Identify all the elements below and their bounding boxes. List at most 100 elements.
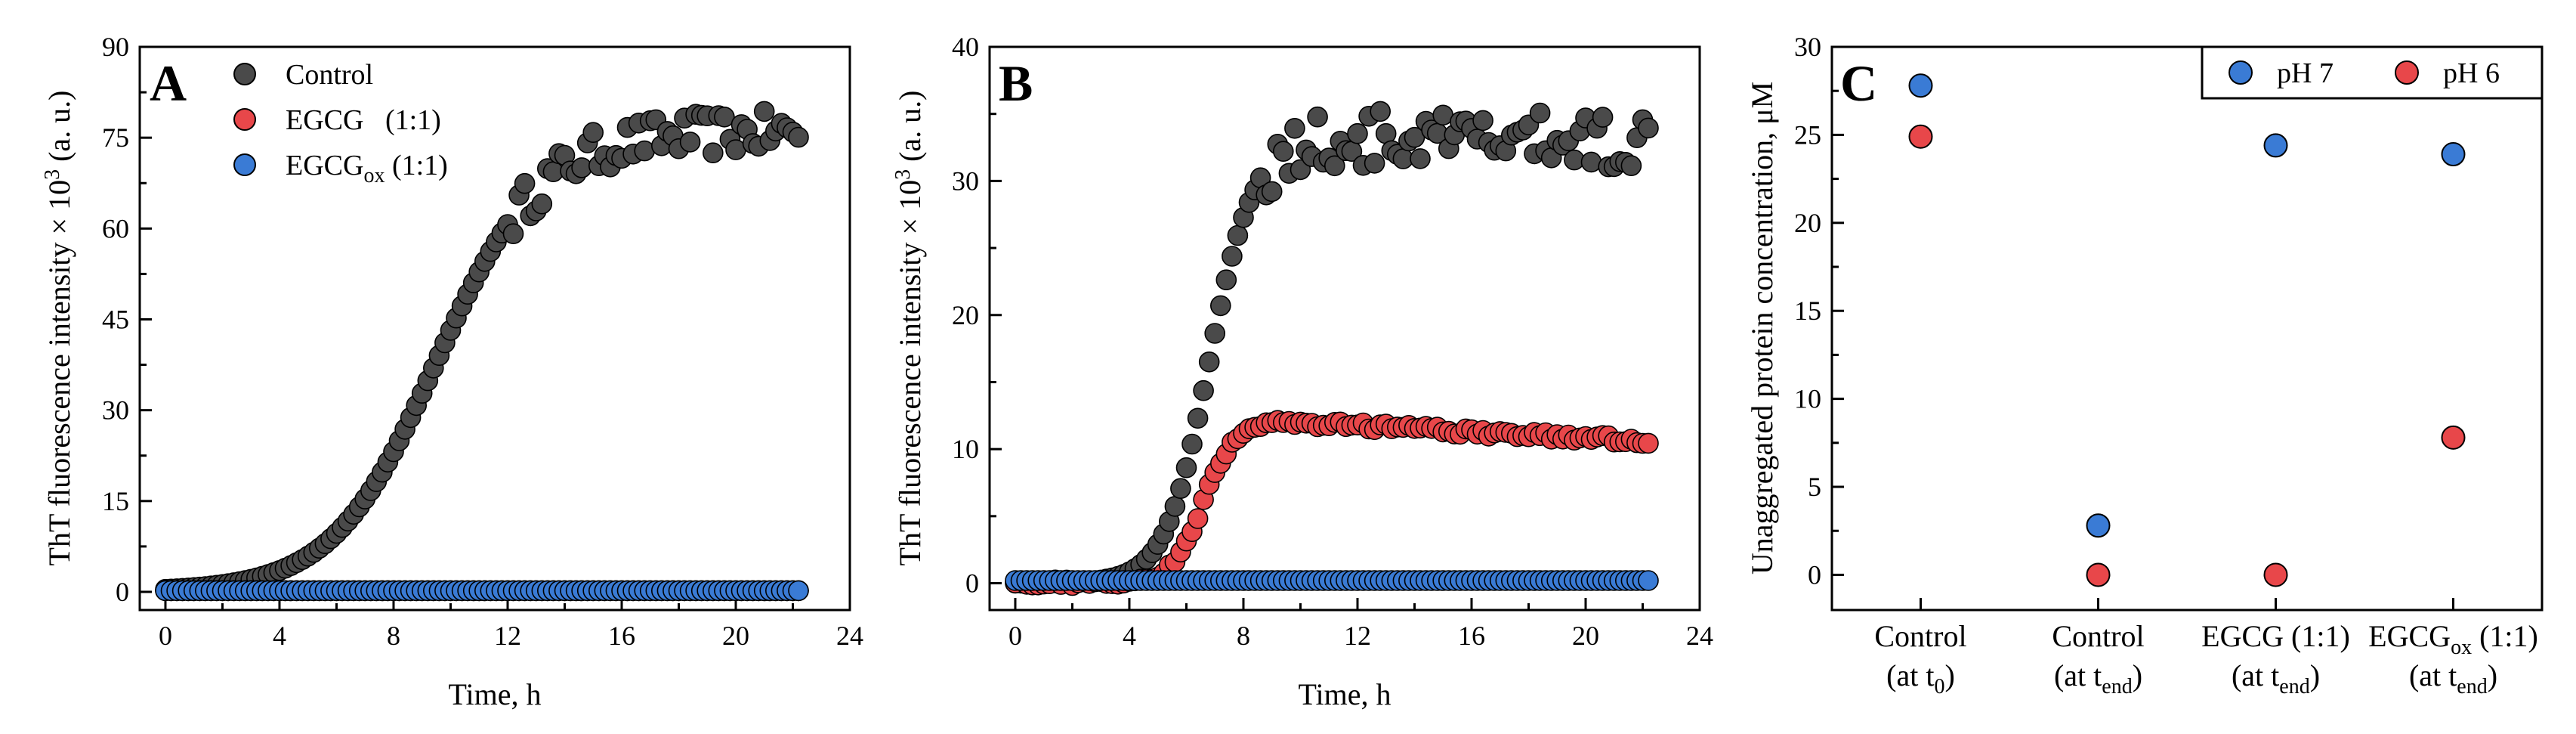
data-point bbox=[788, 580, 809, 602]
data-point bbox=[1324, 155, 1345, 177]
data-point bbox=[2086, 562, 2111, 587]
data-point bbox=[531, 193, 553, 215]
data-point bbox=[2263, 133, 2288, 158]
panel-a-letter: A bbox=[150, 54, 187, 112]
panel-c: C 0 5 10 15 20 25 30 Control (at t0) Control (at … bbox=[1745, 32, 2544, 698]
x-tick-label: 20 bbox=[1572, 621, 1599, 651]
panel-a-plot-frame bbox=[138, 45, 851, 612]
legend-marker-ph7 bbox=[2229, 60, 2253, 85]
y-tick-label: 25 bbox=[1794, 119, 1821, 150]
data-point bbox=[1284, 118, 1305, 139]
legend-marker-egcg-ox bbox=[233, 153, 256, 176]
data-point bbox=[2263, 562, 2288, 587]
legend-marker-ph6 bbox=[2395, 60, 2419, 85]
x-tick-label: 8 bbox=[1237, 621, 1250, 651]
data-point bbox=[514, 172, 536, 194]
panel-a-points bbox=[155, 101, 809, 602]
data-point bbox=[1580, 151, 1602, 173]
y-tick-label: 90 bbox=[102, 32, 129, 62]
x-tick-label: 16 bbox=[608, 621, 635, 651]
panel-a: A 0 4 8 12 16 20 24 0 15 30 45 60 75 90 ThT fluoresce… bbox=[41, 32, 863, 711]
data-point bbox=[1638, 432, 1659, 454]
category-label-line1: Control bbox=[1874, 619, 1966, 653]
data-point bbox=[1273, 141, 1294, 162]
panel-b: B 0 4 8 12 16 20 24 0 10 20 30 40 ThT fluorescence … bbox=[891, 32, 1713, 711]
y-tick-label: 20 bbox=[952, 300, 979, 330]
data-point bbox=[1529, 102, 1551, 124]
data-point bbox=[1215, 269, 1237, 291]
data-point bbox=[1164, 496, 1186, 517]
panel-a-ticks: 0 4 8 12 16 20 24 0 15 30 45 60 75 90 bbox=[102, 32, 863, 651]
y-tick-label: 20 bbox=[1794, 208, 1821, 238]
data-point bbox=[1620, 155, 1642, 176]
x-tick-label: 0 bbox=[1008, 621, 1022, 651]
data-point bbox=[1222, 246, 1243, 267]
legend-box bbox=[2201, 45, 2544, 100]
data-point bbox=[582, 122, 604, 143]
data-point bbox=[1198, 351, 1220, 373]
data-point bbox=[1170, 478, 1191, 500]
data-point bbox=[1908, 124, 1933, 149]
data-point bbox=[1227, 225, 1249, 246]
data-point bbox=[1261, 181, 1283, 203]
x-tick-label: 4 bbox=[1123, 621, 1136, 651]
x-tick-label: 20 bbox=[722, 621, 749, 651]
data-point bbox=[2441, 142, 2466, 167]
data-point bbox=[714, 107, 735, 128]
x-tick-label: 8 bbox=[387, 621, 400, 651]
data-point bbox=[1410, 148, 1431, 169]
data-point bbox=[1290, 159, 1311, 181]
y-tick-label: 5 bbox=[1808, 472, 1821, 502]
x-tick-label: 16 bbox=[1458, 621, 1485, 651]
data-point bbox=[1210, 295, 1231, 317]
panel-b-plot-frame bbox=[988, 45, 1701, 612]
panel-c-legend: pH 7 pH 6 bbox=[2201, 45, 2544, 100]
panel-c-letter: C bbox=[1840, 54, 1877, 112]
data-point bbox=[1193, 379, 1214, 401]
y-tick-label: 45 bbox=[102, 304, 129, 334]
y-tick-label: 60 bbox=[102, 213, 129, 243]
data-point bbox=[1370, 101, 1391, 122]
panel-b-y-axis-label: ThT fluorescence intensity × 103 (a. u.) bbox=[891, 91, 927, 566]
y-tick-label: 75 bbox=[102, 122, 129, 153]
legend-label-egcg: EGCG (1:1) bbox=[286, 104, 441, 136]
y-tick-label: 15 bbox=[102, 486, 129, 516]
x-tick-label: 24 bbox=[836, 621, 863, 651]
y-tick-label: 30 bbox=[1794, 32, 1821, 62]
data-point bbox=[1187, 508, 1209, 529]
data-point bbox=[1592, 107, 1614, 128]
data-point bbox=[679, 132, 701, 153]
x-tick-label: 24 bbox=[1686, 621, 1713, 651]
legend-marker-control bbox=[233, 63, 256, 85]
y-tick-label: 0 bbox=[965, 568, 979, 599]
data-point bbox=[1347, 122, 1368, 144]
data-point bbox=[1908, 73, 1933, 98]
y-tick-label: 0 bbox=[1808, 559, 1821, 590]
legend-label-ph7: pH 7 bbox=[2277, 57, 2334, 89]
y-tick-label: 30 bbox=[952, 166, 979, 196]
data-point bbox=[1638, 570, 1659, 591]
category-label-line1: EGCG (1:1) bbox=[2201, 619, 2350, 653]
data-point bbox=[571, 157, 592, 178]
category-label-line2: (at t0) bbox=[1886, 658, 1955, 698]
panel-c-ticks: 0 5 10 15 20 25 30 bbox=[1794, 32, 2454, 610]
panel-c-points bbox=[1908, 73, 2466, 587]
x-tick-label: 12 bbox=[1344, 621, 1371, 651]
data-point bbox=[502, 223, 524, 245]
x-tick-label: 12 bbox=[494, 621, 521, 651]
category-label-line2: (at tend) bbox=[2054, 658, 2142, 698]
data-point bbox=[1638, 117, 1659, 139]
category-label-line1: EGCGox (1:1) bbox=[2368, 619, 2538, 659]
category-label-line2: (at tend) bbox=[2409, 658, 2497, 698]
data-point bbox=[702, 142, 724, 163]
y-tick-label: 15 bbox=[1794, 296, 1821, 326]
data-point bbox=[1472, 110, 1493, 132]
panel-c-y-axis-label: Unaggregated protein concentration, μM bbox=[1745, 82, 1779, 575]
panel-a-legend: Control EGCG (1:1) EGCGox (1:1) bbox=[233, 59, 448, 187]
panel-c-category-labels: Control (at t0) Control (at tend) EGCG (1:1)… bbox=[1874, 619, 2537, 698]
panel-b-points bbox=[1005, 101, 1659, 596]
category-label-line1: Control bbox=[2052, 619, 2144, 653]
panel-a-y-axis-label: ThT fluorescence intensity × 103 (a. u.) bbox=[41, 91, 76, 566]
data-point bbox=[788, 126, 809, 148]
